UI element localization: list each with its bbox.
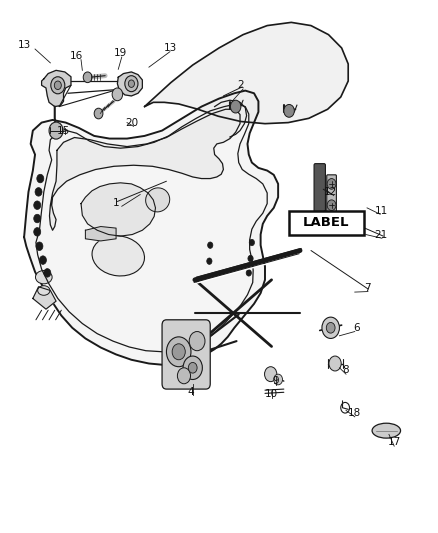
Text: 13: 13 — [164, 43, 177, 53]
Text: 9: 9 — [272, 376, 279, 386]
Circle shape — [230, 100, 241, 113]
Text: 4: 4 — [187, 387, 194, 397]
Circle shape — [34, 228, 41, 236]
Ellipse shape — [146, 188, 170, 212]
Circle shape — [36, 242, 43, 251]
Text: 1: 1 — [113, 198, 120, 207]
Circle shape — [189, 332, 205, 351]
Circle shape — [207, 258, 212, 264]
Text: 10: 10 — [265, 390, 278, 399]
Text: 7: 7 — [364, 283, 371, 293]
Polygon shape — [42, 70, 71, 107]
Text: 12: 12 — [324, 187, 337, 197]
Circle shape — [34, 214, 41, 223]
Circle shape — [246, 270, 251, 276]
FancyBboxPatch shape — [327, 175, 336, 220]
Circle shape — [37, 174, 44, 183]
Ellipse shape — [372, 423, 401, 438]
Text: 8: 8 — [343, 366, 350, 375]
Circle shape — [34, 201, 41, 209]
Text: 16: 16 — [70, 51, 83, 61]
FancyBboxPatch shape — [314, 164, 325, 215]
Ellipse shape — [92, 236, 145, 276]
Text: 6: 6 — [353, 323, 360, 333]
Circle shape — [112, 88, 123, 101]
Polygon shape — [24, 91, 278, 365]
Polygon shape — [85, 227, 116, 241]
Polygon shape — [81, 183, 155, 236]
Text: LABEL: LABEL — [303, 216, 350, 229]
Circle shape — [329, 356, 341, 371]
Circle shape — [327, 200, 336, 211]
Circle shape — [265, 367, 277, 382]
Circle shape — [128, 80, 134, 87]
Polygon shape — [33, 287, 56, 309]
Circle shape — [249, 239, 254, 246]
Text: 11: 11 — [374, 206, 388, 215]
Circle shape — [326, 322, 335, 333]
Ellipse shape — [38, 286, 50, 295]
Text: 13: 13 — [18, 41, 31, 50]
FancyBboxPatch shape — [289, 211, 364, 235]
FancyBboxPatch shape — [162, 320, 210, 389]
Circle shape — [94, 108, 103, 119]
Circle shape — [49, 122, 63, 139]
Ellipse shape — [35, 271, 52, 284]
Circle shape — [322, 317, 339, 338]
Text: 20: 20 — [125, 118, 138, 127]
Text: 18: 18 — [348, 408, 361, 418]
Circle shape — [51, 77, 65, 94]
Circle shape — [183, 356, 202, 379]
Text: 15: 15 — [57, 126, 70, 135]
Circle shape — [54, 81, 61, 90]
Polygon shape — [145, 22, 348, 124]
Circle shape — [44, 269, 51, 277]
Text: 21: 21 — [374, 230, 388, 239]
Circle shape — [125, 76, 138, 92]
Text: 19: 19 — [114, 49, 127, 58]
Circle shape — [188, 362, 197, 373]
Circle shape — [208, 242, 213, 248]
Text: 2: 2 — [237, 80, 244, 90]
Circle shape — [172, 344, 185, 360]
Circle shape — [39, 256, 46, 264]
Circle shape — [35, 188, 42, 196]
Polygon shape — [49, 109, 240, 230]
Circle shape — [248, 255, 253, 262]
Text: 17: 17 — [388, 438, 401, 447]
Circle shape — [166, 337, 191, 367]
Polygon shape — [117, 72, 142, 96]
Circle shape — [83, 72, 92, 83]
Circle shape — [327, 179, 336, 189]
Circle shape — [284, 104, 294, 117]
Circle shape — [177, 368, 191, 384]
Circle shape — [274, 374, 283, 385]
